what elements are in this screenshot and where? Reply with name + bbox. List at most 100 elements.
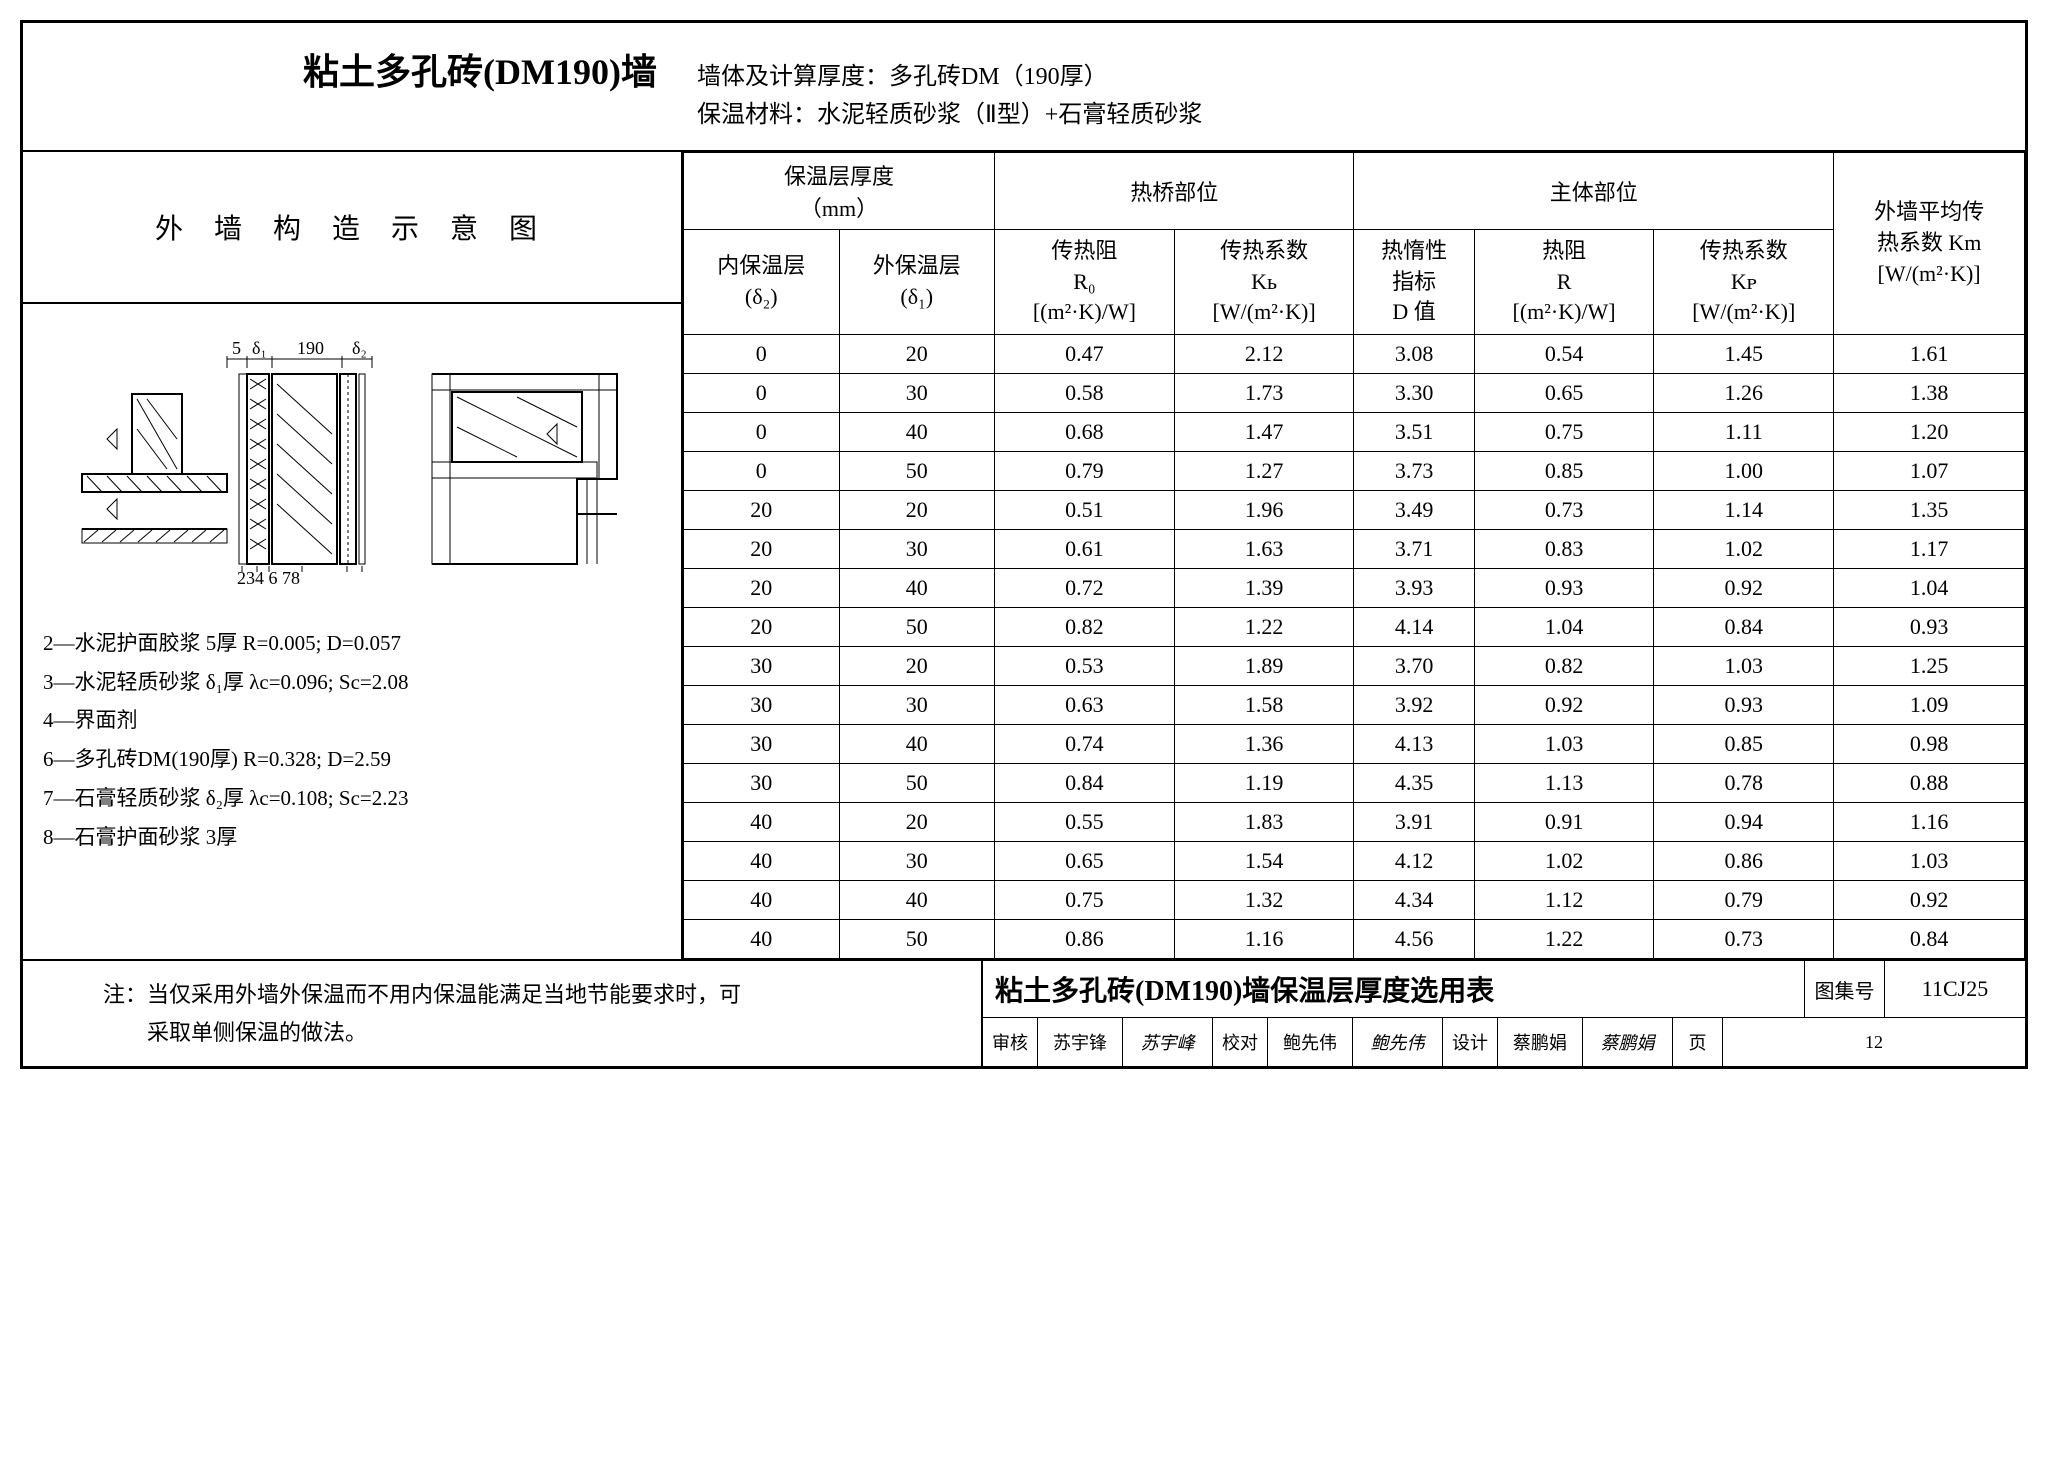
table-cell: 1.20 [1834, 413, 2025, 452]
table-cell: 0.85 [1654, 725, 1834, 764]
table-cell: 30 [839, 686, 995, 725]
table-row: 0400.681.473.510.751.111.20 [684, 413, 2025, 452]
table-cell: 0.86 [1654, 842, 1834, 881]
table-cell: 0.72 [995, 569, 1175, 608]
legend-4: 7—石膏轻质砂浆 δ₂厚 λc=0.108; Sc=2.23 [43, 779, 661, 818]
table-cell: 1.54 [1174, 842, 1354, 881]
table-cell: 30 [839, 374, 995, 413]
table-row: 40500.861.164.561.220.730.84 [684, 920, 2025, 959]
line1-value: 多孔砖DM（190厚） [889, 64, 1108, 90]
table-cell: 40 [684, 803, 840, 842]
table-cell: 0.58 [995, 374, 1175, 413]
code-value: 11CJ25 [1885, 961, 2025, 1017]
table-cell: 0.55 [995, 803, 1175, 842]
table-cell: 20 [839, 491, 995, 530]
th-r: 热阻 R [(m²·K)/W] [1474, 229, 1654, 334]
table-cell: 0.75 [995, 881, 1175, 920]
wall-diagram-svg: 5 δ₁ 190 δ₂ [72, 334, 632, 594]
legend-5: 8—石膏护面砂浆 3厚 [43, 818, 661, 857]
table-cell: 4.13 [1354, 725, 1474, 764]
table-cell: 0.98 [1834, 725, 2025, 764]
footer-row: 注：当仅采用外墙外保温而不用内保温能满足当地节能要求时，可 采取单侧保温的做法。… [23, 959, 2025, 1066]
diagram-title: 外 墙 构 造 示 意 图 [23, 152, 681, 304]
diagram-body: 5 δ₁ 190 δ₂ [23, 304, 681, 877]
th-main: 主体部位 [1354, 152, 1834, 229]
table-cell: 40 [839, 881, 995, 920]
table-cell: 0.68 [995, 413, 1175, 452]
table-cell: 1.07 [1834, 452, 2025, 491]
table-cell: 1.03 [1474, 725, 1654, 764]
table-row: 30300.631.583.920.920.931.09 [684, 686, 2025, 725]
table-cell: 1.63 [1174, 530, 1354, 569]
table-cell: 4.56 [1354, 920, 1474, 959]
table-cell: 0.78 [1654, 764, 1834, 803]
table-cell: 30 [684, 686, 840, 725]
table-row: 0300.581.733.300.651.261.38 [684, 374, 2025, 413]
table-cell: 20 [684, 530, 840, 569]
table-cell: 0 [684, 413, 840, 452]
line2-label: 保温材料： [697, 102, 817, 128]
table-cell: 0.75 [1474, 413, 1654, 452]
table-cell: 3.51 [1354, 413, 1474, 452]
table-cell: 50 [839, 764, 995, 803]
dim-190: 190 [297, 338, 324, 358]
table-cell: 0.94 [1654, 803, 1834, 842]
th-d: 热惰性 指标 D 值 [1354, 229, 1474, 334]
th-kb: 传热系数 Kь [W/(m²·K)] [1174, 229, 1354, 334]
table-cell: 1.03 [1834, 842, 2025, 881]
table-cell: 0.82 [1474, 647, 1654, 686]
legend-lines: 2—水泥护面胶浆 5厚 R=0.005; D=0.057 3—水泥轻质砂浆 δ₁… [43, 624, 661, 857]
detail-middle [239, 374, 365, 564]
page-value: 12 [1723, 1018, 2025, 1066]
table-cell: 0.47 [995, 335, 1175, 374]
sign-sig-1: 鲍先伟 [1353, 1018, 1443, 1066]
table-cell: 30 [839, 530, 995, 569]
table-cell: 0 [684, 335, 840, 374]
table-cell: 0.79 [1654, 881, 1834, 920]
table-cell: 1.96 [1174, 491, 1354, 530]
table-cell: 0.83 [1474, 530, 1654, 569]
table-cell: 1.04 [1474, 608, 1654, 647]
footer-note: 注：当仅采用外墙外保温而不用内保温能满足当地节能要求时，可 采取单侧保温的做法。 [23, 961, 983, 1066]
header-subinfo: 墙体及计算厚度：多孔砖DM（190厚） 保温材料：水泥轻质砂浆（Ⅱ型）+石膏轻质… [697, 58, 1202, 135]
table-cell: 1.38 [1834, 374, 2025, 413]
table-cell: 3.30 [1354, 374, 1474, 413]
table-cell: 0.54 [1474, 335, 1654, 374]
diagram-column: 外 墙 构 造 示 意 图 5 δ₁ 190 δ₂ [23, 152, 683, 959]
table-cell: 3.08 [1354, 335, 1474, 374]
table-cell: 1.26 [1654, 374, 1834, 413]
detail-left [82, 394, 227, 543]
table-cell: 40 [684, 920, 840, 959]
legend-3: 6—多孔砖DM(190厚) R=0.328; D=2.59 [43, 740, 661, 779]
dim-5: 5 [232, 338, 241, 358]
table-cell: 1.32 [1174, 881, 1354, 920]
table-cell: 3.70 [1354, 647, 1474, 686]
table-body: 0200.472.123.080.541.451.610300.581.733.… [684, 335, 2025, 959]
table-cell: 1.22 [1474, 920, 1654, 959]
table-cell: 20 [684, 569, 840, 608]
sign-sig-0: 苏宇峰 [1123, 1018, 1213, 1066]
table-row: 0200.472.123.080.541.451.61 [684, 335, 2025, 374]
content-row: 外 墙 构 造 示 意 图 5 δ₁ 190 δ₂ [23, 150, 2025, 959]
table-cell: 1.09 [1834, 686, 2025, 725]
table-row: 30400.741.364.131.030.850.98 [684, 725, 2025, 764]
table-cell: 1.22 [1174, 608, 1354, 647]
main-title: 粘土多孔砖(DM190)墙 [303, 43, 657, 95]
table-cell: 0.53 [995, 647, 1175, 686]
th-insul: 保温层厚度 （mm） [684, 152, 995, 229]
table-cell: 30 [684, 647, 840, 686]
data-table: 保温层厚度 （mm） 热桥部位 主体部位 外墙平均传 热系数 Km [W/(m²… [683, 152, 2025, 959]
table-cell: 1.02 [1654, 530, 1834, 569]
table-cell: 4.12 [1354, 842, 1474, 881]
table-cell: 3.92 [1354, 686, 1474, 725]
table-cell: 50 [839, 452, 995, 491]
line2-value: 水泥轻质砂浆（Ⅱ型）+石膏轻质砂浆 [817, 102, 1202, 128]
sign-name-0: 苏宇锋 [1038, 1018, 1123, 1066]
table-cell: 0.73 [1474, 491, 1654, 530]
table-cell: 4.34 [1354, 881, 1474, 920]
footer-sign-row: 审核 苏宇锋 苏宇峰 校对 鲍先伟 鲍先伟 设计 蔡鹏娟 蔡鹏娟 页 12 [983, 1018, 2025, 1066]
table-cell: 50 [839, 608, 995, 647]
table-row: 20200.511.963.490.731.141.35 [684, 491, 2025, 530]
table-cell: 0.84 [1654, 608, 1834, 647]
table-cell: 40 [839, 569, 995, 608]
